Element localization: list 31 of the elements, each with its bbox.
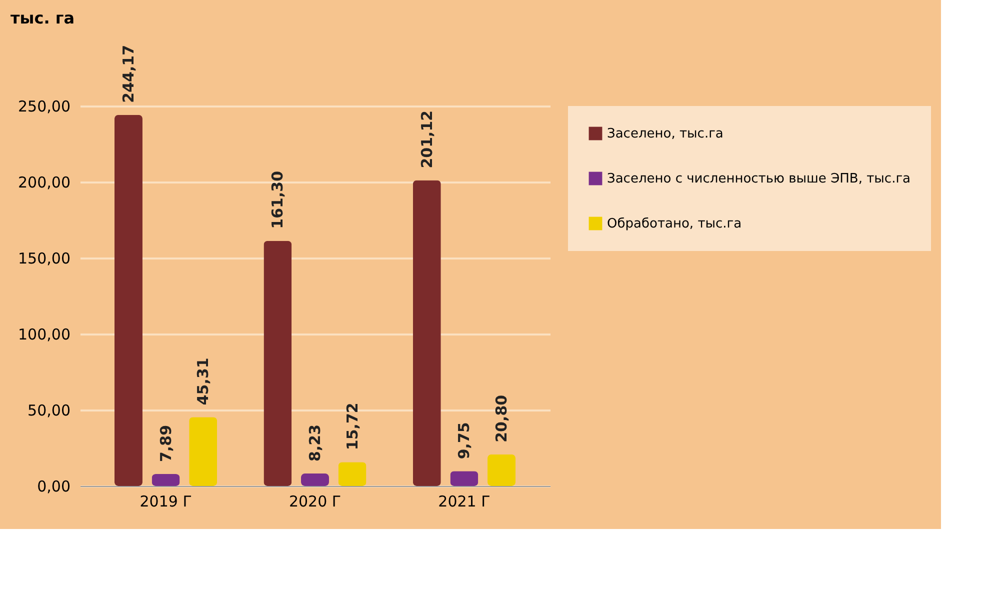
- data-label: 244,17: [119, 44, 138, 103]
- x-tick-label: 2019 Г: [140, 492, 192, 510]
- legend-label: Заселено с численностью выше ЭПВ, тыс.га: [607, 172, 911, 186]
- bar: [189, 417, 218, 486]
- y-tick-label: 50,00: [28, 402, 70, 420]
- x-tick-label: 2021 Г: [438, 492, 490, 510]
- y-tick-label: 200,00: [18, 174, 70, 192]
- bar: [152, 474, 180, 486]
- y-tick-label: 100,00: [18, 326, 70, 344]
- data-label: 9,75: [455, 422, 474, 460]
- data-label: 45,31: [194, 358, 212, 406]
- bar: [450, 471, 478, 486]
- bar: [264, 240, 292, 486]
- bar: [338, 462, 366, 486]
- data-label: 7,89: [156, 424, 175, 462]
- data-label: 15,72: [343, 402, 362, 450]
- data-label: 201,12: [418, 110, 436, 168]
- bar: [114, 114, 142, 486]
- x-tick-label: 2020 Г: [288, 492, 342, 510]
- data-label: 8,23: [306, 424, 324, 462]
- legend-label: Обработано, тыс.га: [607, 216, 742, 232]
- legend-label: Заселено, тыс.га: [607, 126, 724, 142]
- bar: [301, 473, 329, 486]
- y-tick-label: 150,00: [18, 250, 70, 268]
- data-label: 20,80: [492, 394, 511, 442]
- bar: [488, 454, 516, 486]
- y-tick-label: 0,00: [37, 478, 70, 496]
- data-label: 161,30: [268, 170, 287, 229]
- y-axis-title: тыс. га: [10, 8, 75, 28]
- bar: [412, 180, 441, 486]
- y-tick-label: 250,00: [18, 98, 70, 116]
